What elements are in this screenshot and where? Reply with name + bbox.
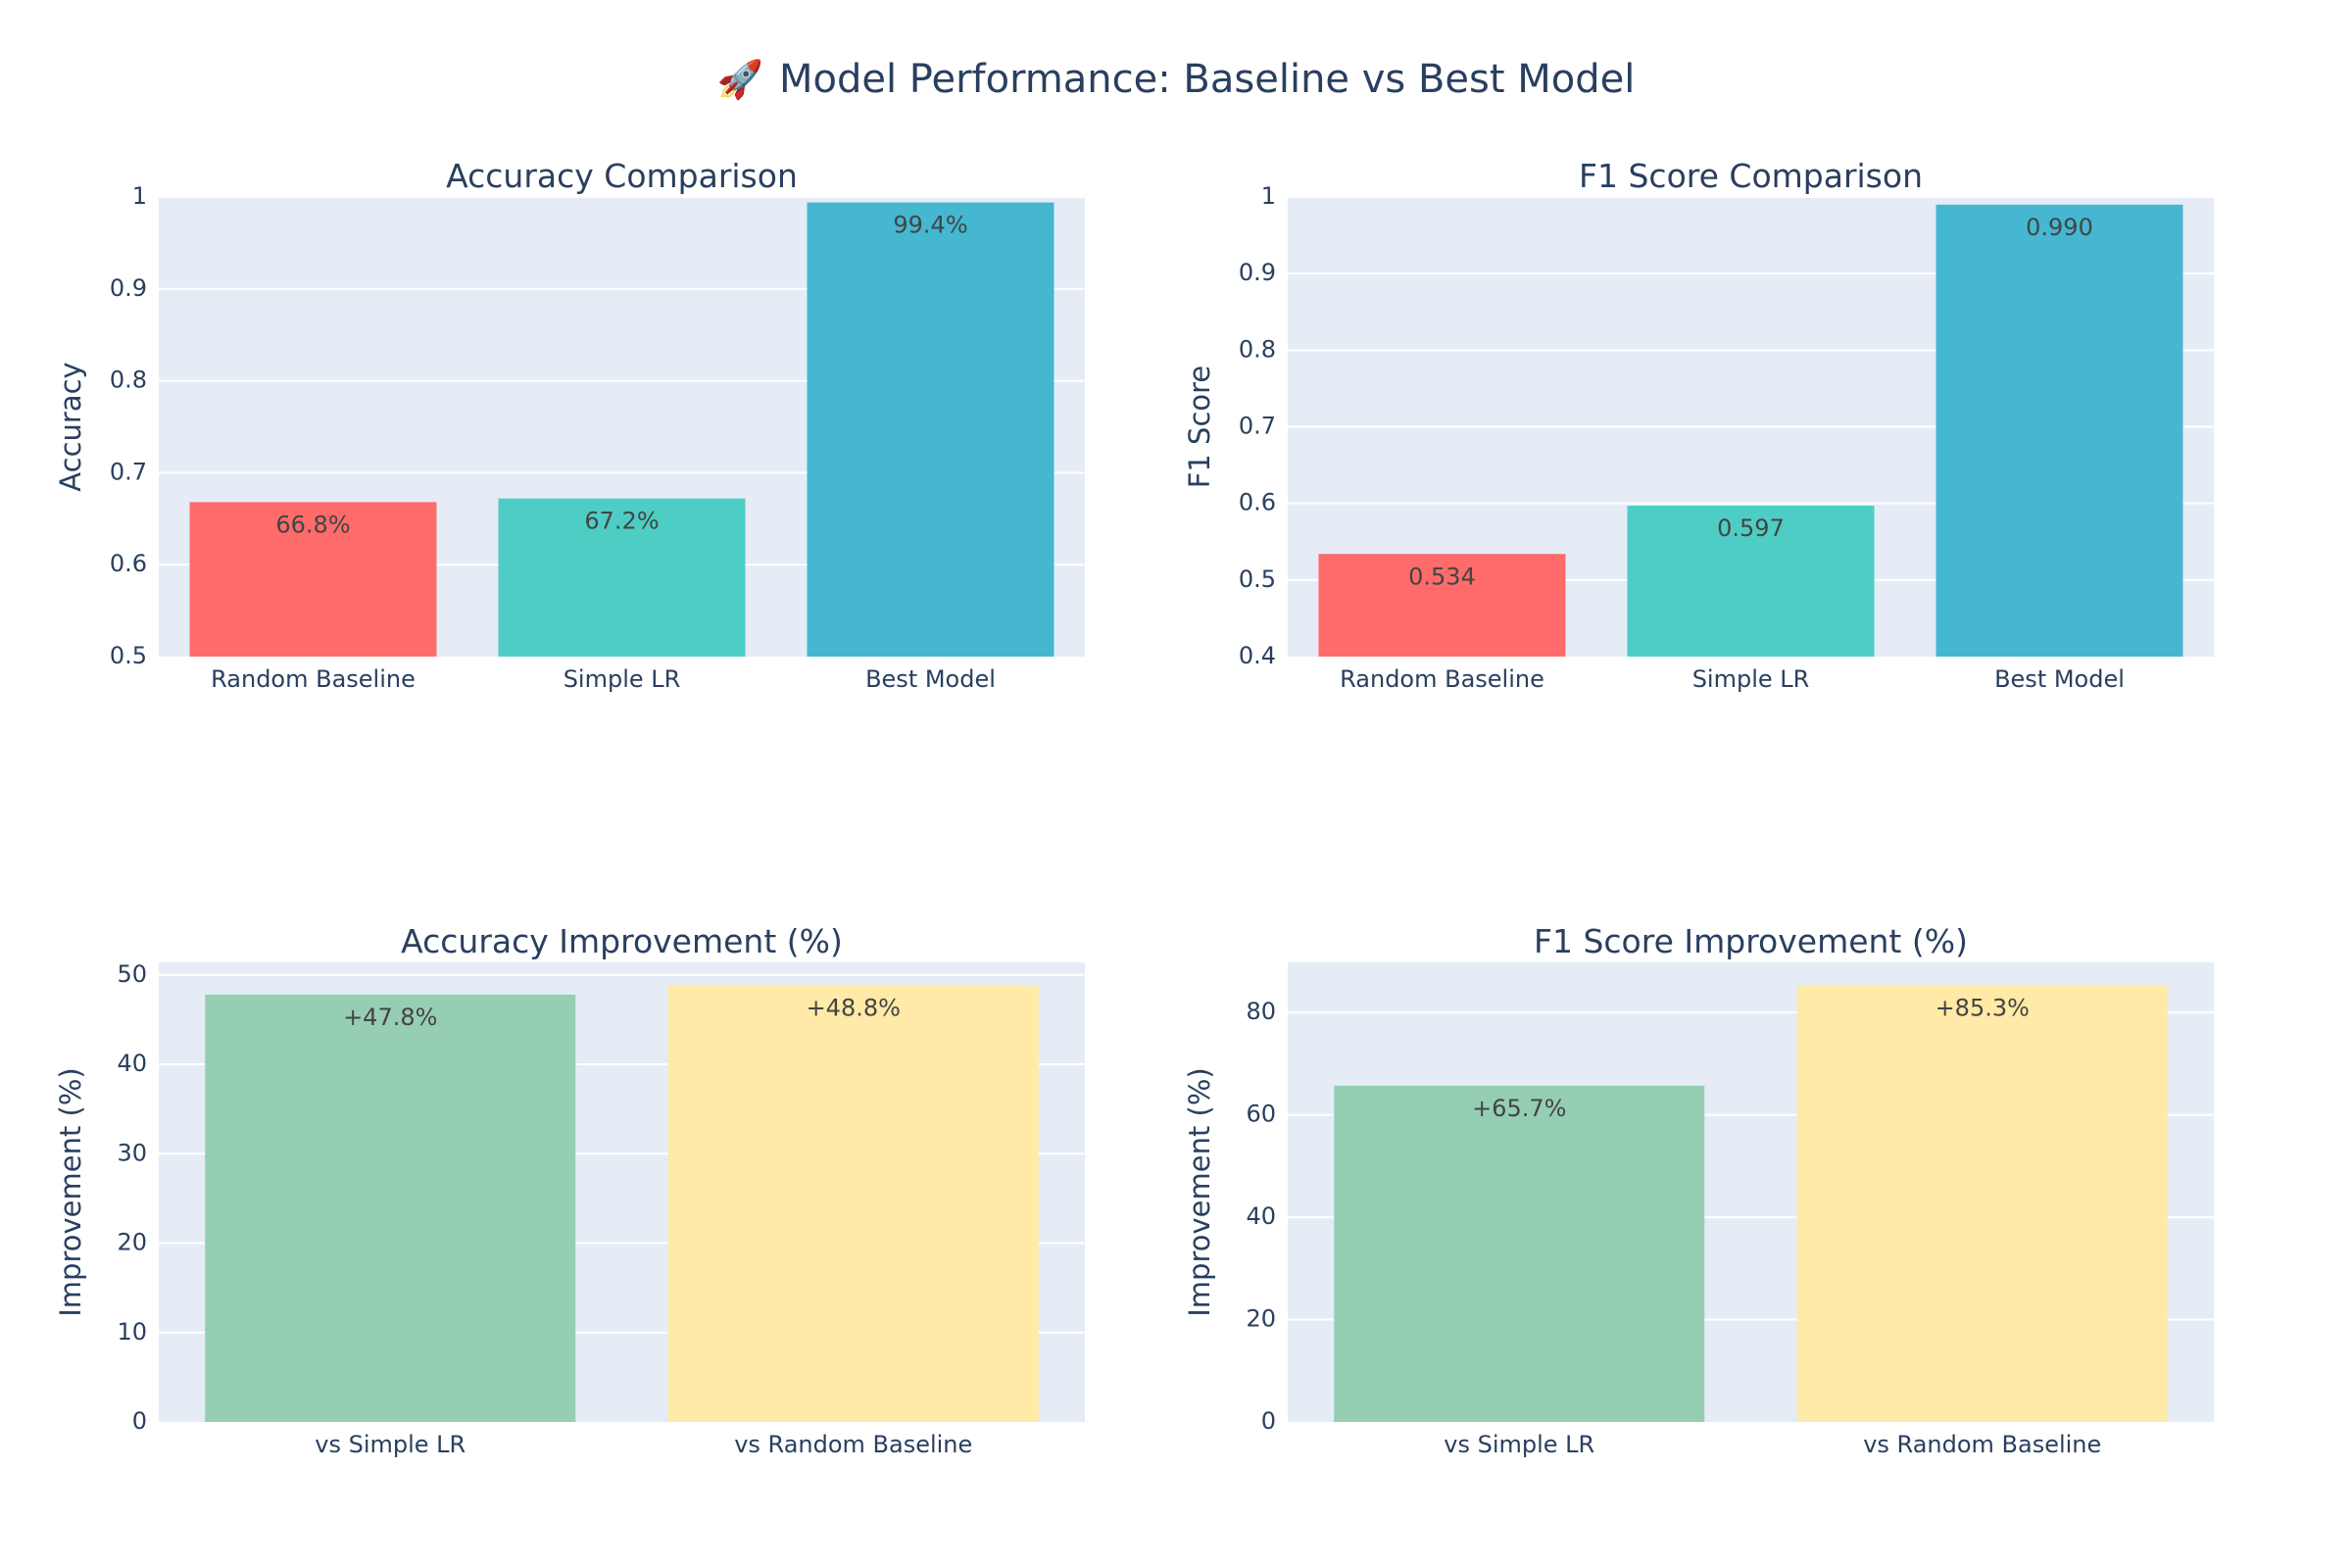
y-tick-label: 0.6: [110, 550, 147, 577]
y-tick-label: 0.7: [110, 458, 147, 485]
subplot-3: 0 10 20 30 40 50 +47.8% vs Simple LR +48.8% vs Ra…: [54, 922, 1085, 1458]
subplot-title: Accuracy Comparison: [446, 157, 798, 195]
bar: [189, 502, 437, 657]
y-tick-label: 20: [1246, 1305, 1276, 1333]
y-tick-label: 60: [1246, 1101, 1276, 1128]
data-label: +47.8%: [343, 1004, 437, 1031]
bar: [1936, 204, 2183, 658]
x-tick-label: Random Baseline: [211, 665, 416, 693]
y-tick-label: 0.6: [1239, 489, 1276, 516]
chart-title-text: Model Performance: Baseline vs Best Mode…: [778, 57, 1636, 102]
y-tick-label: 0.7: [1239, 413, 1276, 440]
y-tick-label: 30: [117, 1139, 147, 1166]
data-label: +65.7%: [1472, 1095, 1566, 1122]
bar: [1334, 1085, 1705, 1422]
subplot-2: 0.4 0.5 0.6 0.7 0.8 0.9 1 0.534 Random Baseline 0…: [1183, 157, 2214, 693]
x-tick-label: vs Random Baseline: [1863, 1431, 2101, 1458]
data-label: +85.3%: [1936, 995, 2030, 1022]
y-axis-label: F1 Score: [1183, 366, 1216, 489]
bar: [205, 994, 576, 1422]
data-label: 0.534: [1408, 563, 1476, 590]
y-tick-label: 0.5: [110, 642, 147, 669]
y-axis-label: Accuracy: [54, 362, 87, 491]
y-tick-label: 10: [117, 1318, 147, 1346]
x-tick-label: Best Model: [1994, 665, 2125, 693]
y-tick-label: 0.4: [1239, 642, 1276, 669]
data-label: 0.597: [1717, 514, 1785, 542]
subplot-title: F1 Score Improvement (%): [1534, 922, 1968, 960]
subplot-1: 0.5 0.6 0.7 0.8 0.9 1 66.8% Random Baseline 67.2…: [54, 157, 1085, 693]
y-tick-label: 20: [117, 1229, 147, 1256]
y-tick-label: 40: [1246, 1202, 1276, 1230]
x-tick-label: Best Model: [865, 665, 996, 693]
y-tick-label: 50: [117, 960, 147, 988]
x-tick-label: vs Random Baseline: [734, 1431, 972, 1458]
y-tick-label: 0: [1261, 1407, 1276, 1435]
x-tick-label: Random Baseline: [1340, 665, 1544, 693]
y-tick-label: 1: [1261, 182, 1276, 210]
x-tick-label: Simple LR: [1692, 665, 1810, 693]
data-label: 66.8%: [275, 511, 350, 538]
subplot-title: Accuracy Improvement (%): [401, 922, 843, 960]
y-axis-label: Improvement (%): [54, 1067, 87, 1317]
y-tick-label: 0.8: [1239, 335, 1276, 363]
y-tick-label: 80: [1246, 998, 1276, 1025]
bar: [667, 985, 1039, 1422]
y-tick-label: 0.8: [110, 367, 147, 394]
x-tick-label: Simple LR: [564, 665, 681, 693]
subplot-4: 0 20 40 60 80 +65.7% vs Simple LR +85.3% vs Rand…: [1183, 922, 2214, 1458]
bar: [498, 498, 746, 657]
subplot-title: F1 Score Comparison: [1579, 157, 1923, 195]
data-label: +48.8%: [807, 995, 901, 1022]
y-tick-label: 0.9: [110, 274, 147, 302]
bar: [1627, 506, 1875, 657]
bar: [807, 202, 1054, 658]
y-tick-label: 0.9: [1239, 259, 1276, 286]
x-tick-label: vs Simple LR: [315, 1431, 466, 1458]
rocket-icon: 🚀: [716, 58, 763, 101]
bar: [1796, 985, 2168, 1422]
y-axis-label: Improvement (%): [1183, 1067, 1216, 1317]
data-label: 99.4%: [893, 212, 967, 239]
y-tick-label: 1: [132, 182, 147, 210]
x-tick-label: vs Simple LR: [1444, 1431, 1594, 1458]
data-label: 67.2%: [584, 508, 659, 535]
chart-title: 🚀 Model Performance: Baseline vs Best Mod…: [0, 57, 2352, 102]
y-tick-label: 0: [132, 1407, 147, 1435]
data-label: 0.990: [2026, 214, 2093, 241]
bar: [1318, 554, 1566, 657]
y-tick-label: 0.5: [1239, 565, 1276, 593]
y-tick-label: 40: [117, 1050, 147, 1077]
